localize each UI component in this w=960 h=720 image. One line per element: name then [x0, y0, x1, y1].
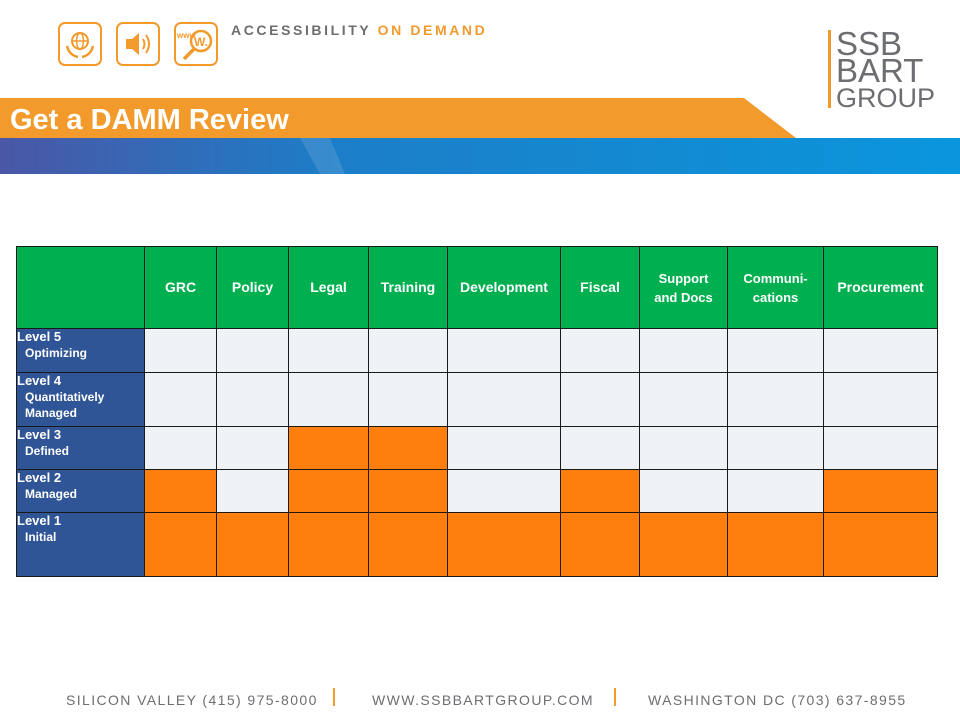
maturity-cell-empty: [639, 328, 728, 373]
level-description: Quantitatively: [25, 390, 105, 404]
table-row: Level 4 Quantitatively Managed: [16, 372, 938, 427]
page-title: Get a DAMM Review: [10, 104, 289, 136]
maturity-cell-achieved: [144, 469, 217, 513]
row-header-level: Level 1 Initial: [16, 512, 145, 577]
column-header-training: Training: [368, 246, 448, 329]
maturity-cell-empty: [368, 328, 448, 373]
logo-line-ssb: SSB: [836, 25, 903, 62]
column-header-development: Development: [447, 246, 561, 329]
speaker-icon: [116, 22, 160, 66]
maturity-cell-empty: [727, 469, 824, 513]
maturity-cell-empty: [216, 372, 289, 427]
level-description: Managed: [25, 487, 78, 501]
table-row: Level 5 Optimizing: [16, 328, 938, 373]
maturity-cell-empty: [560, 328, 640, 373]
header-tagline: ACCESSIBILITY ON DEMAND: [231, 22, 487, 38]
tagline-on-demand: ON DEMAND: [377, 22, 488, 38]
level-label: Level 3: [17, 427, 62, 442]
damm-maturity-table: GRC Policy Legal Training Development Fi…: [16, 246, 938, 577]
maturity-cell-achieved: [368, 512, 448, 577]
maturity-cell-empty: [216, 426, 289, 470]
maturity-cell-empty: [368, 372, 448, 427]
globe-hands-icon: [58, 22, 102, 66]
maturity-cell-empty: [823, 426, 938, 470]
tagline-accessibility: ACCESSIBILITY: [231, 22, 372, 38]
footer-separator: [333, 688, 335, 706]
row-header-level: Level 5 Optimizing: [16, 328, 145, 373]
maturity-cell-empty: [288, 328, 369, 373]
maturity-cell-empty: [447, 328, 561, 373]
maturity-cell-achieved: [727, 512, 824, 577]
maturity-cell-achieved: [639, 512, 728, 577]
maturity-cell-achieved: [288, 512, 369, 577]
footer-washington: WASHINGTON DC (703) 637-8955: [648, 692, 907, 708]
maturity-cell-empty: [216, 469, 289, 513]
maturity-cell-empty: [447, 469, 561, 513]
svg-text:W.: W.: [194, 35, 208, 49]
maturity-cell-empty: [447, 426, 561, 470]
logo-line-group: GROUP: [836, 83, 936, 113]
table-row: Level 3 Defined: [16, 426, 938, 470]
level-description: Optimizing: [25, 346, 87, 360]
maturity-cell-empty: [144, 328, 217, 373]
logo-line-bart: BART: [836, 52, 924, 89]
level-label: Level 5: [17, 329, 62, 344]
level-label: Level 2: [17, 470, 62, 485]
title-band: [0, 98, 960, 174]
column-header-fiscal: Fiscal: [560, 246, 640, 329]
maturity-cell-empty: [639, 372, 728, 427]
level-description: Defined: [25, 444, 70, 458]
maturity-cell-empty: [639, 426, 728, 470]
maturity-cell-achieved: [288, 426, 369, 470]
maturity-cell-empty: [560, 372, 640, 427]
maturity-cell-empty: [144, 426, 217, 470]
column-header-communications: Communi-cations: [727, 246, 824, 329]
maturity-cell-achieved: [560, 469, 640, 513]
row-header-level: Level 2 Managed: [16, 469, 145, 513]
maturity-cell-empty: [216, 328, 289, 373]
footer-separator: [614, 688, 616, 706]
maturity-cell-empty: [447, 372, 561, 427]
web-magnifier-icon: www W.: [174, 22, 218, 66]
column-header-grc: GRC: [144, 246, 217, 329]
level-description: Initial: [25, 530, 57, 544]
maturity-cell-achieved: [447, 512, 561, 577]
corner-header-cell: [16, 246, 145, 329]
row-header-level: Level 3 Defined: [16, 426, 145, 470]
maturity-cell-empty: [727, 426, 824, 470]
column-header-procurement: Procurement: [823, 246, 938, 329]
maturity-cell-achieved: [144, 512, 217, 577]
maturity-cell-achieved: [216, 512, 289, 577]
column-header-policy: Policy: [216, 246, 289, 329]
footer-website: WWW.SSBBARTGROUP.COM: [372, 692, 594, 708]
maturity-cell-achieved: [368, 426, 448, 470]
maturity-cell-empty: [727, 328, 824, 373]
logo-accent-bar: [828, 30, 831, 108]
column-header-legal: Legal: [288, 246, 369, 329]
level-label: Level 1: [17, 513, 62, 528]
column-header-support-docs: Support and Docs: [639, 246, 728, 329]
maturity-cell-empty: [144, 372, 217, 427]
maturity-cell-achieved: [823, 469, 938, 513]
row-header-level: Level 4 Quantitatively Managed: [16, 372, 145, 427]
maturity-cell-achieved: [288, 469, 369, 513]
footer-silicon-valley: SILICON VALLEY (415) 975-8000: [66, 692, 318, 708]
table-header-row: GRC Policy Legal Training Development Fi…: [16, 246, 938, 329]
maturity-cell-achieved: [368, 469, 448, 513]
maturity-cell-empty: [823, 372, 938, 427]
maturity-cell-empty: [727, 372, 824, 427]
table-row: Level 1 Initial: [16, 512, 938, 577]
svg-text:www: www: [176, 31, 196, 40]
level-label: Level 4: [17, 373, 62, 388]
maturity-cell-empty: [639, 469, 728, 513]
table-row: Level 2 Managed: [16, 469, 938, 513]
maturity-cell-empty: [823, 328, 938, 373]
maturity-cell-empty: [560, 426, 640, 470]
maturity-cell-achieved: [560, 512, 640, 577]
maturity-cell-empty: [288, 372, 369, 427]
maturity-cell-achieved: [823, 512, 938, 577]
level-description-cont: Managed: [25, 406, 78, 420]
